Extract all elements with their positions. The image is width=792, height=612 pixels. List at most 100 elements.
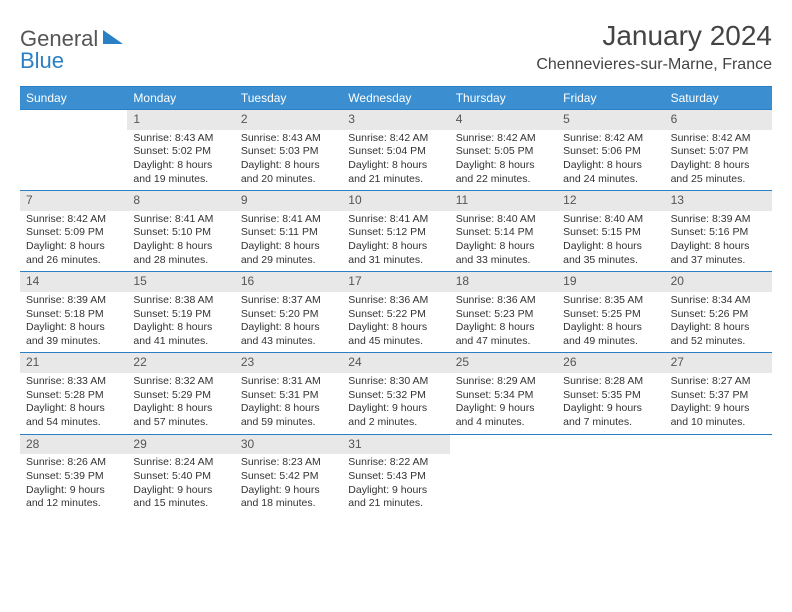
day-number: 4 — [450, 110, 557, 130]
day-info: Sunrise: 8:39 AMSunset: 5:16 PMDaylight:… — [665, 211, 772, 272]
weekday-header: Tuesday — [235, 87, 342, 109]
day-number: 28 — [20, 435, 127, 455]
day-number: 19 — [557, 272, 664, 292]
day-number: 8 — [127, 191, 234, 211]
day-info: Sunrise: 8:23 AMSunset: 5:42 PMDaylight:… — [235, 454, 342, 515]
weekday-header: Sunday — [20, 87, 127, 109]
day-info: Sunrise: 8:36 AMSunset: 5:22 PMDaylight:… — [342, 292, 449, 353]
day-number: 14 — [20, 272, 127, 292]
calendar-cell: 26Sunrise: 8:28 AMSunset: 5:35 PMDayligh… — [557, 352, 664, 433]
calendar-cell: 19Sunrise: 8:35 AMSunset: 5:25 PMDayligh… — [557, 271, 664, 352]
day-number: 15 — [127, 272, 234, 292]
day-number: 24 — [342, 353, 449, 373]
day-number: 17 — [342, 272, 449, 292]
calendar-cell: 20Sunrise: 8:34 AMSunset: 5:26 PMDayligh… — [665, 271, 772, 352]
day-number: 5 — [557, 110, 664, 130]
day-number: 13 — [665, 191, 772, 211]
day-info: Sunrise: 8:42 AMSunset: 5:09 PMDaylight:… — [20, 211, 127, 272]
day-number: 6 — [665, 110, 772, 130]
day-number: 3 — [342, 110, 449, 130]
calendar-cell: 15Sunrise: 8:38 AMSunset: 5:19 PMDayligh… — [127, 271, 234, 352]
day-info: Sunrise: 8:39 AMSunset: 5:18 PMDaylight:… — [20, 292, 127, 353]
day-info: Sunrise: 8:28 AMSunset: 5:35 PMDaylight:… — [557, 373, 664, 434]
location-text: Chennevieres-sur-Marne, France — [536, 56, 772, 74]
weekday-header: Monday — [127, 87, 234, 109]
calendar-cell: 11Sunrise: 8:40 AMSunset: 5:14 PMDayligh… — [450, 190, 557, 271]
calendar-cell: 24Sunrise: 8:30 AMSunset: 5:32 PMDayligh… — [342, 352, 449, 433]
weekday-header: Thursday — [450, 87, 557, 109]
day-info: Sunrise: 8:43 AMSunset: 5:03 PMDaylight:… — [235, 130, 342, 191]
day-info: Sunrise: 8:41 AMSunset: 5:11 PMDaylight:… — [235, 211, 342, 272]
calendar-cell: 18Sunrise: 8:36 AMSunset: 5:23 PMDayligh… — [450, 271, 557, 352]
weekday-header: Wednesday — [342, 87, 449, 109]
calendar-cell: 2Sunrise: 8:43 AMSunset: 5:03 PMDaylight… — [235, 109, 342, 190]
calendar-cell: 31Sunrise: 8:22 AMSunset: 5:43 PMDayligh… — [342, 434, 449, 515]
day-number: 2 — [235, 110, 342, 130]
day-number: 23 — [235, 353, 342, 373]
calendar-cell: 12Sunrise: 8:40 AMSunset: 5:15 PMDayligh… — [557, 190, 664, 271]
calendar-cell: 4Sunrise: 8:42 AMSunset: 5:05 PMDaylight… — [450, 109, 557, 190]
calendar-cell: 14Sunrise: 8:39 AMSunset: 5:18 PMDayligh… — [20, 271, 127, 352]
day-number: 10 — [342, 191, 449, 211]
day-info: Sunrise: 8:43 AMSunset: 5:02 PMDaylight:… — [127, 130, 234, 191]
day-info: Sunrise: 8:26 AMSunset: 5:39 PMDaylight:… — [20, 454, 127, 515]
day-number: 29 — [127, 435, 234, 455]
logo-triangle-icon — [103, 30, 123, 44]
day-info: Sunrise: 8:42 AMSunset: 5:06 PMDaylight:… — [557, 130, 664, 191]
day-info: Sunrise: 8:29 AMSunset: 5:34 PMDaylight:… — [450, 373, 557, 434]
header: General January 2024 Chennevieres-sur-Ma… — [20, 20, 772, 74]
calendar-cell: 8Sunrise: 8:41 AMSunset: 5:10 PMDaylight… — [127, 190, 234, 271]
day-info: Sunrise: 8:34 AMSunset: 5:26 PMDaylight:… — [665, 292, 772, 353]
logo-text-blue: Blue — [20, 48, 64, 73]
day-info: Sunrise: 8:41 AMSunset: 5:12 PMDaylight:… — [342, 211, 449, 272]
day-number: 9 — [235, 191, 342, 211]
day-info: Sunrise: 8:22 AMSunset: 5:43 PMDaylight:… — [342, 454, 449, 515]
day-info: Sunrise: 8:42 AMSunset: 5:05 PMDaylight:… — [450, 130, 557, 191]
day-number: 30 — [235, 435, 342, 455]
calendar-cell: 25Sunrise: 8:29 AMSunset: 5:34 PMDayligh… — [450, 352, 557, 433]
day-number: 31 — [342, 435, 449, 455]
day-number: 27 — [665, 353, 772, 373]
day-number: 7 — [20, 191, 127, 211]
day-number: 1 — [127, 110, 234, 130]
calendar-cell: 13Sunrise: 8:39 AMSunset: 5:16 PMDayligh… — [665, 190, 772, 271]
calendar-cell: 22Sunrise: 8:32 AMSunset: 5:29 PMDayligh… — [127, 352, 234, 433]
day-info: Sunrise: 8:42 AMSunset: 5:04 PMDaylight:… — [342, 130, 449, 191]
day-number: 21 — [20, 353, 127, 373]
calendar-cell: 5Sunrise: 8:42 AMSunset: 5:06 PMDaylight… — [557, 109, 664, 190]
calendar-cell: 9Sunrise: 8:41 AMSunset: 5:11 PMDaylight… — [235, 190, 342, 271]
day-number: 20 — [665, 272, 772, 292]
day-number: 12 — [557, 191, 664, 211]
day-info: Sunrise: 8:38 AMSunset: 5:19 PMDaylight:… — [127, 292, 234, 353]
calendar-cell: 1Sunrise: 8:43 AMSunset: 5:02 PMDaylight… — [127, 109, 234, 190]
calendar-grid: SundayMondayTuesdayWednesdayThursdayFrid… — [20, 86, 772, 515]
calendar-cell: 3Sunrise: 8:42 AMSunset: 5:04 PMDaylight… — [342, 109, 449, 190]
month-title: January 2024 — [536, 20, 772, 52]
calendar-cell-empty: .. — [557, 434, 664, 515]
calendar-cell: 6Sunrise: 8:42 AMSunset: 5:07 PMDaylight… — [665, 109, 772, 190]
day-info: Sunrise: 8:33 AMSunset: 5:28 PMDaylight:… — [20, 373, 127, 434]
calendar-cell-empty: .. — [450, 434, 557, 515]
day-info: Sunrise: 8:32 AMSunset: 5:29 PMDaylight:… — [127, 373, 234, 434]
calendar-cell: 16Sunrise: 8:37 AMSunset: 5:20 PMDayligh… — [235, 271, 342, 352]
calendar-cell: 21Sunrise: 8:33 AMSunset: 5:28 PMDayligh… — [20, 352, 127, 433]
day-info: Sunrise: 8:41 AMSunset: 5:10 PMDaylight:… — [127, 211, 234, 272]
calendar-cell: 17Sunrise: 8:36 AMSunset: 5:22 PMDayligh… — [342, 271, 449, 352]
day-number: 22 — [127, 353, 234, 373]
day-number: 16 — [235, 272, 342, 292]
day-info: Sunrise: 8:40 AMSunset: 5:14 PMDaylight:… — [450, 211, 557, 272]
calendar-cell: 10Sunrise: 8:41 AMSunset: 5:12 PMDayligh… — [342, 190, 449, 271]
calendar-cell: 23Sunrise: 8:31 AMSunset: 5:31 PMDayligh… — [235, 352, 342, 433]
logo-line2: Blue — [20, 48, 64, 74]
title-block: January 2024 Chennevieres-sur-Marne, Fra… — [536, 20, 772, 74]
weekday-header: Friday — [557, 87, 664, 109]
day-number: 11 — [450, 191, 557, 211]
day-info: Sunrise: 8:30 AMSunset: 5:32 PMDaylight:… — [342, 373, 449, 434]
day-number: 25 — [450, 353, 557, 373]
day-info: Sunrise: 8:36 AMSunset: 5:23 PMDaylight:… — [450, 292, 557, 353]
calendar-cell-empty: .. — [20, 109, 127, 190]
day-info: Sunrise: 8:27 AMSunset: 5:37 PMDaylight:… — [665, 373, 772, 434]
day-number: 26 — [557, 353, 664, 373]
calendar-cell: 30Sunrise: 8:23 AMSunset: 5:42 PMDayligh… — [235, 434, 342, 515]
day-info: Sunrise: 8:40 AMSunset: 5:15 PMDaylight:… — [557, 211, 664, 272]
